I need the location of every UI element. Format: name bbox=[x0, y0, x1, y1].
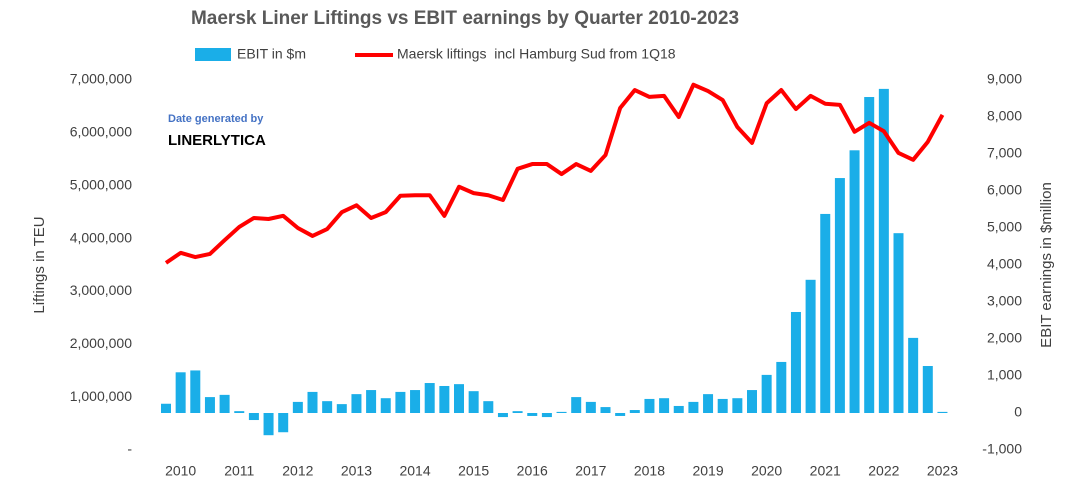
bar bbox=[161, 403, 171, 413]
y2-tick-label: -1,000 bbox=[982, 441, 1022, 457]
y2-tick-label: 7,000 bbox=[987, 145, 1022, 161]
y-tick-label: 3,000,000 bbox=[70, 282, 132, 298]
bar bbox=[571, 397, 582, 413]
x-tick-label: 2020 bbox=[751, 463, 782, 479]
bar bbox=[204, 397, 215, 413]
y2-tick-label: 5,000 bbox=[987, 219, 1022, 235]
bar bbox=[322, 401, 333, 413]
y2-axis-title: EBIT earnings in $million bbox=[1038, 182, 1055, 348]
bar bbox=[497, 413, 508, 418]
bar bbox=[673, 405, 684, 413]
bar bbox=[747, 390, 757, 413]
bar bbox=[278, 413, 289, 433]
bar bbox=[629, 410, 640, 413]
bar bbox=[219, 394, 230, 413]
x-tick-label: 2019 bbox=[692, 463, 723, 479]
x-tick-label: 2017 bbox=[575, 463, 606, 479]
bar bbox=[805, 279, 816, 413]
legend-label: EBIT in $m bbox=[237, 46, 306, 62]
bar bbox=[556, 411, 567, 413]
bar bbox=[351, 394, 362, 413]
x-tick-label: 2018 bbox=[634, 463, 665, 479]
bar bbox=[190, 370, 201, 413]
bar bbox=[483, 401, 494, 413]
bar bbox=[922, 366, 933, 413]
bar bbox=[527, 413, 538, 416]
bar bbox=[849, 150, 860, 414]
bar bbox=[307, 391, 318, 413]
y-tick-label: 6,000,000 bbox=[70, 124, 132, 140]
x-tick-label: 2014 bbox=[399, 463, 430, 479]
bar bbox=[659, 398, 670, 413]
bar bbox=[908, 337, 919, 413]
annotation: Date generated by bbox=[168, 113, 264, 125]
bar bbox=[864, 97, 875, 414]
chart-title: Maersk Liner Liftings vs EBIT earnings b… bbox=[191, 8, 739, 29]
bar bbox=[512, 411, 523, 413]
bar bbox=[380, 398, 391, 413]
y-tick-label: 2,000,000 bbox=[70, 335, 132, 351]
bar bbox=[878, 88, 889, 413]
y2-tick-label: 1,000 bbox=[987, 367, 1022, 383]
x-tick-label: 2013 bbox=[341, 463, 372, 479]
bar bbox=[424, 383, 435, 413]
bar bbox=[468, 391, 479, 413]
y-tick-label: 4,000,000 bbox=[70, 229, 132, 245]
bar bbox=[248, 413, 259, 421]
x-tick-label: 2023 bbox=[927, 463, 958, 479]
y-axis-title: Liftings in TEU bbox=[31, 216, 48, 313]
bar bbox=[893, 233, 904, 413]
bar bbox=[541, 413, 552, 418]
annotation: LINERLYTICA bbox=[168, 132, 266, 149]
bar bbox=[688, 401, 699, 413]
bar bbox=[703, 394, 714, 413]
y-tick-label: - bbox=[127, 441, 132, 457]
legend-label: Maersk liftings incl Hamburg Sud from 1Q… bbox=[397, 46, 676, 62]
bar bbox=[937, 411, 948, 413]
bar bbox=[761, 374, 772, 413]
bar bbox=[292, 401, 303, 413]
bar bbox=[717, 398, 728, 413]
bar bbox=[175, 372, 186, 413]
y2-tick-label: 3,000 bbox=[987, 293, 1022, 309]
bar bbox=[600, 407, 611, 413]
bar bbox=[834, 178, 845, 413]
x-tick-label: 2011 bbox=[224, 463, 254, 479]
legend-swatch bbox=[195, 48, 231, 61]
y-tick-label: 1,000,000 bbox=[70, 388, 132, 404]
x-tick-label: 2022 bbox=[868, 463, 899, 479]
y-tick-label: 7,000,000 bbox=[70, 71, 132, 87]
y-tick-label: 5,000,000 bbox=[70, 176, 132, 192]
bar bbox=[263, 413, 274, 436]
bar bbox=[820, 213, 831, 413]
y2-tick-label: 0 bbox=[1014, 404, 1022, 420]
bar bbox=[732, 398, 743, 413]
y2-tick-label: 4,000 bbox=[987, 256, 1022, 272]
bar bbox=[366, 390, 377, 413]
x-tick-label: 2015 bbox=[458, 463, 489, 479]
x-tick-label: 2012 bbox=[282, 463, 313, 479]
bar bbox=[644, 398, 655, 413]
bar bbox=[790, 311, 801, 413]
bar bbox=[336, 404, 347, 413]
x-tick-label: 2010 bbox=[165, 463, 196, 479]
y2-tick-label: 2,000 bbox=[987, 330, 1022, 346]
bar bbox=[776, 361, 787, 413]
y2-tick-label: 6,000 bbox=[987, 182, 1022, 198]
y2-tick-label: 8,000 bbox=[987, 108, 1022, 124]
bar bbox=[454, 384, 464, 413]
bar bbox=[234, 411, 245, 413]
bar bbox=[410, 390, 421, 413]
x-tick-label: 2021 bbox=[810, 463, 841, 479]
bar bbox=[439, 385, 450, 413]
x-tick-label: 2016 bbox=[517, 463, 548, 479]
line bbox=[164, 82, 945, 265]
bar bbox=[615, 413, 626, 416]
bar bbox=[585, 401, 596, 413]
y2-tick-label: 9,000 bbox=[987, 71, 1022, 87]
bar bbox=[395, 391, 406, 413]
